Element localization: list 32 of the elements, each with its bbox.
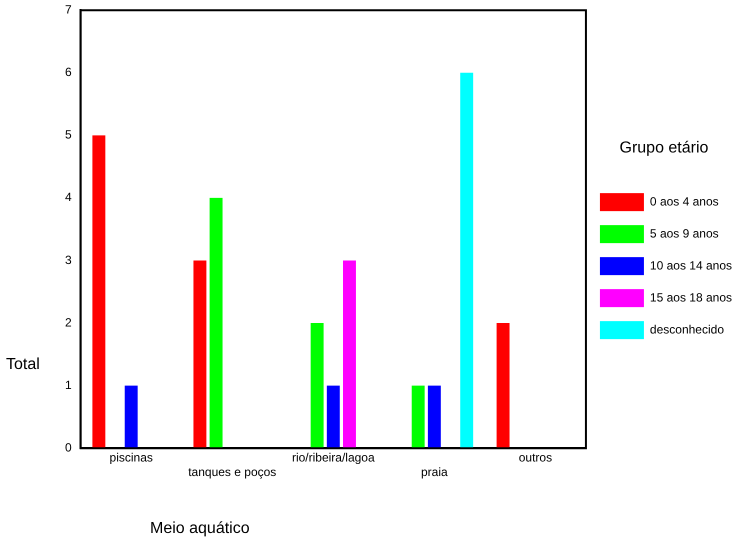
y-tick-label: 4 xyxy=(64,190,72,204)
bar xyxy=(428,386,441,448)
legend-label: 0 aos 4 anos xyxy=(650,194,719,208)
bar xyxy=(310,323,324,448)
x-tick-label: praia xyxy=(421,465,448,480)
y-tick-label: 2 xyxy=(64,315,72,330)
bar xyxy=(92,135,106,448)
x-axis-title: Meio aquático xyxy=(150,520,250,538)
bar xyxy=(412,386,425,448)
y-tick-label: 0 xyxy=(64,440,72,455)
y-tick-label: 6 xyxy=(64,65,72,80)
y-axis-title: Total xyxy=(6,356,40,374)
legend-label: 10 aos 14 anos xyxy=(650,258,732,272)
x-tick-label: rio/ribeira/lagoa xyxy=(292,450,375,465)
y-tick-label: 5 xyxy=(64,128,72,142)
y-tick-label: 3 xyxy=(64,252,72,267)
bar xyxy=(496,323,510,448)
legend-label: 5 aos 9 anos xyxy=(650,226,719,240)
bar xyxy=(343,260,356,448)
x-tick-label: outros xyxy=(518,450,552,465)
bar xyxy=(124,386,138,448)
y-tick-label: 1 xyxy=(64,378,72,392)
bar xyxy=(460,72,474,448)
x-tick-label: piscinas xyxy=(110,450,153,465)
y-tick-label: 7 xyxy=(64,2,72,17)
legend-title: Grupo etário xyxy=(620,139,709,156)
x-tick-label: tanques e poços xyxy=(188,465,276,480)
bar xyxy=(210,198,223,448)
legend-label: 15 aos 18 anos xyxy=(650,290,732,304)
bar xyxy=(193,260,206,448)
legend-label: desconhecido xyxy=(650,322,724,336)
bar xyxy=(326,386,340,448)
